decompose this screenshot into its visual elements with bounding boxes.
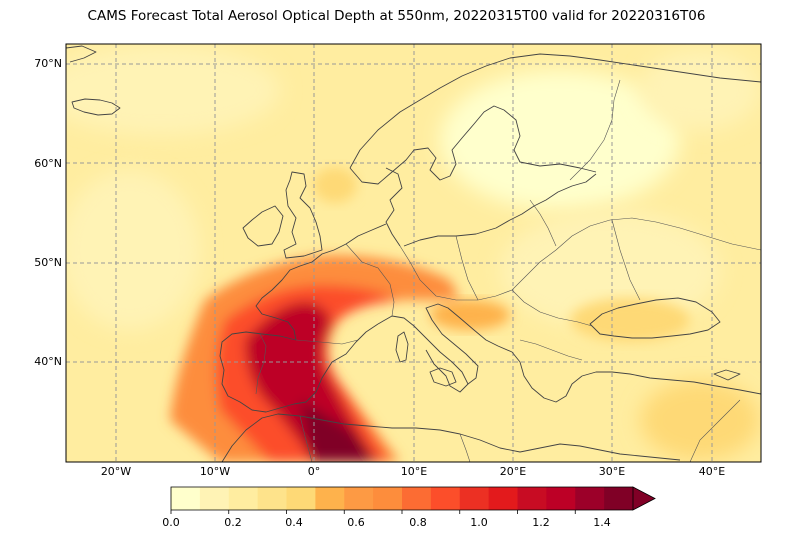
aod-patch-adriatic [430, 300, 510, 330]
colorbar-tick-0-8: 0.8 [409, 516, 427, 529]
colorbar-segment [488, 487, 519, 510]
map-title: CAMS Forecast Total Aerosol Optical Dept… [87, 8, 706, 24]
colorbar-segment [546, 487, 576, 510]
lon-label-20w: 20°W [100, 465, 132, 478]
border-middle-east [689, 399, 741, 462]
coast-sardinia-corsica [395, 331, 409, 363]
aod-field [66, 44, 761, 462]
colorbar [170, 486, 656, 514]
borders [255, 79, 761, 462]
lon-label-0: 0° [307, 465, 321, 478]
border-central-europe [399, 245, 513, 301]
border-germany-poland [455, 235, 479, 301]
colorbar-tick-0-2: 0.2 [224, 516, 242, 529]
colorbar-segment [315, 487, 345, 510]
dust-plume-core [245, 301, 375, 462]
coast-france-west [255, 223, 387, 341]
colorbar-segment [199, 487, 230, 510]
colorbar-segment [430, 487, 461, 510]
aod-low-scandinavia [440, 70, 680, 210]
coast-great-britain [283, 171, 323, 259]
aod-low-eastern-europe [500, 210, 720, 330]
border-ukraine-russia [611, 219, 641, 301]
border-spain-portugal [255, 333, 267, 395]
colorbar-tick-1-0: 1.0 [470, 516, 488, 529]
aod-patch-north-sea [313, 167, 357, 203]
lon-label-10w: 10°W [199, 465, 231, 478]
coast-black-sea [589, 297, 721, 339]
border-france-spain [295, 339, 359, 345]
aod-patch-middle-east [640, 380, 760, 460]
coast-greenland [66, 45, 97, 63]
coast-denmark [385, 167, 403, 247]
colorbar-segment [459, 487, 490, 510]
coast-ireland [242, 205, 284, 247]
dust-plume [170, 255, 460, 462]
border-morocco-algeria [299, 415, 313, 462]
coast-sweden [349, 105, 505, 185]
coast-finland-baltic [503, 109, 597, 173]
colorbar-segment [604, 487, 634, 510]
lat-label-70n: 70°N [34, 57, 62, 70]
colorbar-segment [228, 487, 259, 510]
lat-label-50n: 50°N [34, 256, 62, 269]
coast-cyprus [713, 369, 741, 381]
colorbar-segment [286, 487, 316, 510]
lon-label-40e: 40°E [698, 465, 726, 478]
border-finland-russia [569, 79, 621, 181]
coastlines [66, 45, 761, 462]
lon-label-30e: 30°E [598, 465, 626, 478]
lon-label-20e: 20°E [499, 465, 527, 478]
coast-turkey-south [581, 371, 761, 395]
border-ukraine-north [511, 217, 761, 291]
dust-plume-max [300, 400, 378, 462]
colorbar-tick-1-2: 1.2 [532, 516, 550, 529]
colorbar-segment [517, 487, 547, 510]
border-algeria-tunisia [459, 433, 471, 462]
colorbar-segment [171, 487, 201, 510]
aod-low-russia [640, 50, 760, 130]
map-frame [65, 43, 762, 463]
border-belarus [529, 199, 557, 247]
lon-label-10e: 10°E [400, 465, 428, 478]
border-france-germany [345, 243, 395, 317]
colorbar-segment [373, 487, 403, 510]
lat-label-40n: 40°N [34, 355, 62, 368]
aod-patch-black-sea [570, 298, 690, 342]
coast-italy-west [377, 315, 469, 393]
border-balkans-north [511, 289, 593, 327]
coast-norway-north [349, 53, 761, 169]
aod-low-atlantic-west [66, 170, 200, 330]
lat-label-60n: 60°N [34, 157, 62, 170]
coast-iceland [71, 98, 121, 116]
coast-baltic-south [403, 173, 597, 247]
colorbar-segment [344, 487, 374, 510]
colorbar-tick-0-4: 0.4 [285, 516, 303, 529]
colorbar-extend-arrow [632, 486, 656, 511]
gridlines [66, 44, 761, 462]
colorbar-tick-0-0: 0.0 [162, 516, 180, 529]
aod-low-atlantic-north [66, 45, 280, 135]
colorbar-segment [402, 487, 432, 510]
coast-sicily [429, 367, 457, 387]
colorbar-segment [257, 487, 288, 510]
colorbar-tick-1-4: 1.4 [593, 516, 611, 529]
coast-adriatic-greece [425, 303, 583, 403]
colorbar-tick-0-6: 0.6 [347, 516, 365, 529]
border-balkans-south [519, 339, 583, 361]
coast-north-africa [221, 413, 681, 462]
colorbar-segment [575, 487, 605, 510]
coast-iberia [219, 323, 379, 413]
